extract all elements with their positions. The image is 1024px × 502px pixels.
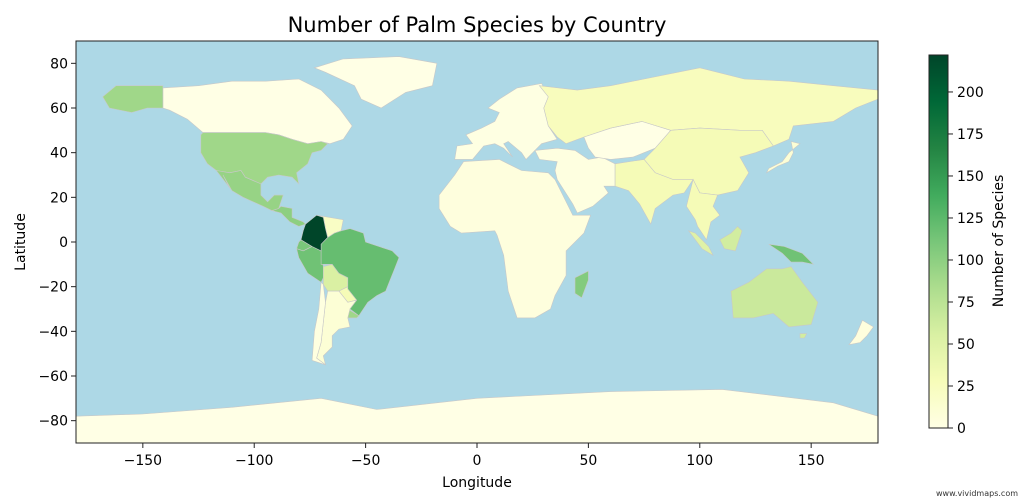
region-papua-new-guinea	[768, 243, 815, 265]
colorbar-ticks: 0 25 50 75 100 125 150 175 200	[948, 85, 984, 437]
x-tick-label: 50	[579, 453, 597, 469]
region-southeast-asia	[686, 178, 721, 241]
x-tick-label: −150	[124, 453, 162, 469]
region-canada	[162, 78, 353, 145]
y-tick-label: 0	[59, 235, 68, 251]
colorbar-tick-label: 75	[957, 295, 975, 311]
x-tick-label: 150	[798, 453, 825, 469]
colorbar: 0 25 50 75 100 125 150 175 200	[928, 54, 984, 437]
region-antarctica	[76, 389, 878, 443]
colorbar-tick-label: 175	[957, 127, 984, 143]
region-central-america	[270, 205, 307, 227]
colorbar-gradient	[929, 55, 948, 428]
y-tick-label: −20	[38, 280, 68, 296]
region-greenland	[313, 56, 438, 109]
y-axis: 80 60 40 20 0 −20 −40 −60 −80	[38, 56, 76, 430]
region-india	[614, 159, 694, 225]
colorbar-tick-label: 150	[957, 169, 984, 185]
region-borneo	[719, 225, 743, 252]
colorbar-tick-label: 125	[957, 211, 984, 227]
y-axis-label: Latitude	[13, 213, 29, 271]
colorbar-tick-label: 50	[957, 337, 975, 353]
y-tick-label: −80	[38, 414, 68, 430]
region-africa	[438, 159, 592, 319]
y-tick-label: −40	[38, 324, 68, 340]
region-sumatra	[687, 230, 714, 257]
x-axis-label: Longitude	[442, 475, 512, 491]
region-chile	[311, 281, 326, 366]
map-axes: −150 −100 −50 0 50 100 150 80 60 40 20 0 −20 −40 −60 −…	[38, 40, 879, 469]
region-mexico	[215, 170, 284, 212]
x-tick-label: 0	[473, 453, 482, 469]
colorbar-frame	[928, 54, 949, 429]
map-title: Number of Palm Species by Country	[288, 13, 667, 37]
y-tick-label: 40	[50, 146, 68, 162]
x-tick-label: −100	[235, 453, 273, 469]
region-colombia	[300, 214, 329, 252]
region-tasmania	[799, 333, 808, 339]
region-middle-east	[534, 147, 616, 214]
x-tick-label: 100	[686, 453, 713, 469]
colorbar-tick-label: 100	[957, 253, 984, 269]
colorbar-tick-label: 200	[957, 85, 984, 101]
colorbar-label: Number of Species	[991, 175, 1007, 308]
region-madagascar	[574, 270, 589, 299]
region-alaska	[102, 85, 164, 113]
y-tick-label: 20	[50, 190, 68, 206]
colorbar-tick-label: 0	[957, 421, 966, 437]
region-russia	[538, 67, 878, 147]
y-tick-label: −60	[38, 369, 68, 385]
region-new-zealand	[848, 319, 874, 346]
x-axis: −150 −100 −50 0 50 100 150	[124, 443, 825, 469]
y-tick-label: 60	[50, 101, 68, 117]
region-japan	[765, 141, 801, 174]
watermark: www.vividmaps.com	[936, 489, 1018, 498]
x-tick-label: −50	[351, 453, 381, 469]
region-australia	[730, 266, 819, 328]
y-tick-label: 80	[50, 56, 68, 72]
land-regions	[76, 56, 878, 443]
region-brazil	[320, 228, 400, 317]
colorbar-tick-label: 25	[957, 379, 975, 395]
